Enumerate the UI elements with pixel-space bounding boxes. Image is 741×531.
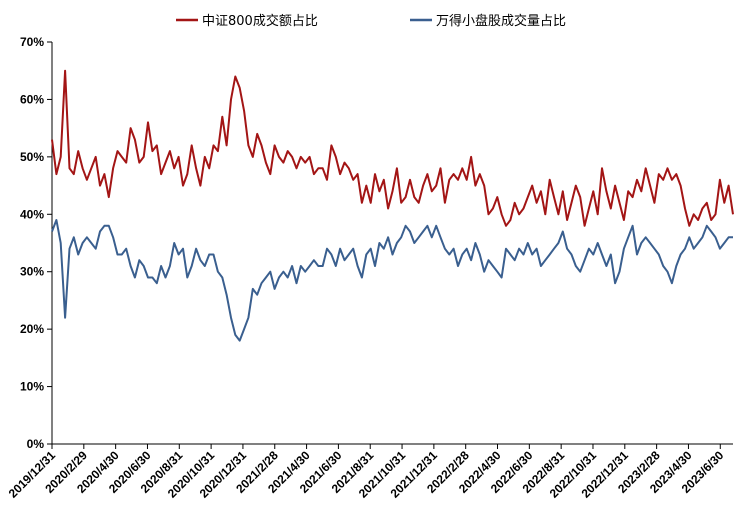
y-tick-label: 0%: [27, 437, 45, 451]
series-line-csi800: [51, 69, 734, 227]
legend-label-smallcap: 万得小盘股成交量占比: [436, 13, 566, 29]
legend: 中证800成交额占比 万得小盘股成交量占比: [176, 13, 566, 29]
series-line-smallcap: [51, 219, 733, 342]
x-axis: 2019/12/312020/2/292020/4/302020/6/30202…: [6, 443, 733, 501]
y-axis: 0% 10% 20% 30% 40% 50% 60% 70%: [20, 35, 53, 451]
y-tick-label: 40%: [20, 207, 44, 221]
y-tick-label: 30%: [20, 265, 44, 279]
y-tick-label: 10%: [20, 380, 44, 394]
y-tick-label: 50%: [20, 150, 44, 164]
series-group: [51, 69, 734, 342]
y-tick-label: 60%: [20, 92, 44, 106]
legend-label-csi800: 中证800成交额占比: [202, 13, 318, 29]
y-tick-label: 20%: [20, 322, 44, 336]
y-tick-label: 70%: [20, 35, 44, 49]
